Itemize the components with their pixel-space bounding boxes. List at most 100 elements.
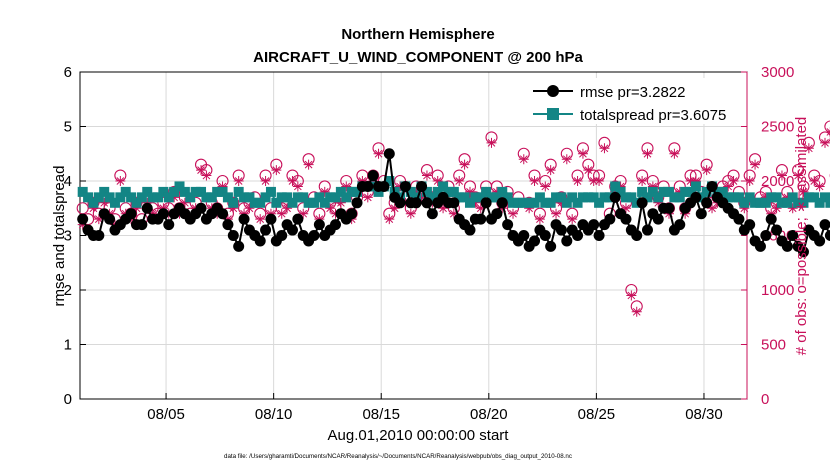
rmse-point	[797, 246, 809, 258]
rmse-point	[233, 240, 245, 252]
totalspread-point	[276, 192, 287, 203]
rmse-point	[819, 219, 830, 231]
rmse-point	[265, 213, 277, 225]
obs-assimilated-point	[728, 176, 739, 186]
totalspread-point	[594, 197, 605, 208]
totalspread-point	[260, 192, 271, 203]
rmse-point	[588, 219, 600, 231]
totalspread-point	[825, 197, 830, 208]
totalspread-point	[464, 197, 475, 208]
rmse-point	[378, 180, 390, 192]
rmse-point	[641, 224, 653, 236]
obs-assimilated-point	[475, 203, 486, 214]
totalspread-point	[556, 192, 567, 203]
totalspread-point	[341, 192, 352, 203]
totalspread-point	[179, 186, 190, 197]
rmse-point	[609, 191, 621, 203]
totalspread-point	[239, 192, 250, 203]
obs-assimilated-point	[448, 208, 459, 219]
totalspread-point	[292, 192, 303, 203]
totalspread-point	[244, 192, 255, 203]
totalspread-point	[109, 197, 120, 208]
obs-assimilated-point	[201, 170, 212, 181]
y-axis-label-right: # of obs: o=possible; ∗=assimilated	[793, 117, 810, 356]
obs-assimilated-point	[421, 170, 432, 181]
obs-assimilated-point	[583, 165, 594, 176]
totalspread-point	[120, 186, 131, 197]
obs-assimilated-point	[653, 197, 664, 208]
totalspread-point	[610, 181, 621, 192]
y-tick-label-right: 2000	[761, 173, 794, 190]
obs-assimilated-point	[588, 176, 599, 186]
totalspread-point	[233, 186, 244, 197]
totalspread-point	[470, 192, 481, 203]
y-tick-label-right: 2500	[761, 119, 794, 136]
y-tick-label-left: 2	[64, 282, 72, 299]
chart-subtitle: AIRCRAFT_U_WIND_COMPONENT @ 200 hPa	[253, 49, 583, 66]
totalspread-point	[163, 192, 174, 203]
totalspread-point	[524, 197, 535, 208]
obs-assimilated-point	[551, 208, 562, 219]
obs-assimilated-point	[179, 197, 190, 208]
obs-assimilated-point	[787, 203, 798, 214]
obs-assimilated-point	[529, 176, 540, 186]
totalspread-point	[771, 192, 782, 203]
obs-assimilated-point	[438, 203, 449, 214]
totalspread-point	[448, 186, 459, 197]
totalspread-point	[567, 192, 578, 203]
rmse-point	[561, 235, 573, 247]
x-tick-label: 08/15	[362, 406, 400, 423]
obs-assimilated-point	[217, 181, 228, 192]
totalspread-point	[819, 192, 830, 203]
y-tick-label-left: 0	[64, 391, 72, 408]
obs-assimilated-point	[389, 203, 400, 214]
totalspread-point	[513, 197, 524, 208]
rmse-point	[652, 213, 664, 225]
obs-assimilated-point	[556, 197, 567, 208]
totalspread-point	[421, 186, 432, 197]
obs-assimilated-point	[674, 186, 685, 197]
totalspread-point	[642, 192, 653, 203]
obs-assimilated-point	[744, 176, 755, 186]
rmse-point	[760, 230, 772, 241]
totalspread-point	[685, 186, 696, 197]
obs-assimilated-point	[99, 197, 110, 208]
obs-assimilated-point	[93, 214, 104, 225]
rmse-point	[518, 230, 530, 241]
obs-assimilated-point	[793, 170, 804, 181]
totalspread-point	[653, 192, 664, 203]
obs-assimilated-point	[567, 214, 578, 225]
obs-assimilated-point	[287, 176, 298, 186]
totalspread-point	[99, 186, 110, 197]
x-tick-label: 08/25	[578, 406, 616, 423]
rmse-series	[77, 148, 830, 258]
totalspread-point	[481, 186, 492, 197]
legend-spread-label: totalspread pr=3.6075	[580, 107, 726, 124]
y-tick-label-right: 3000	[761, 64, 794, 81]
totalspread-point	[782, 197, 793, 208]
totalspread-point	[750, 197, 761, 208]
obs-assimilated-point	[782, 192, 793, 203]
rmse-point	[286, 224, 298, 236]
obs-assimilated-point	[255, 214, 266, 225]
rmse-point	[254, 235, 266, 247]
totalspread-point	[766, 192, 777, 203]
obs-assimilated-point	[534, 214, 545, 225]
obs-assimilated-point	[620, 203, 631, 214]
obs-assimilated-point	[637, 176, 648, 186]
totalspread-point	[405, 186, 416, 197]
x-tick-label: 08/05	[147, 406, 185, 423]
rmse-point	[410, 197, 422, 209]
rmse-point	[448, 197, 460, 209]
obs-assimilated-point	[303, 159, 314, 170]
y-tick-label-left: 6	[64, 64, 72, 81]
obs-assimilated-point	[642, 148, 653, 159]
totalspread-point	[669, 192, 680, 203]
rmse-point	[416, 180, 428, 192]
data-file-footnote: data file: /Users/gharamti/Documents/NCA…	[224, 453, 572, 460]
totalspread-point	[529, 197, 540, 208]
obs-assimilated-point	[524, 203, 535, 214]
legend-box	[528, 78, 740, 124]
totalspread-point	[744, 192, 755, 203]
